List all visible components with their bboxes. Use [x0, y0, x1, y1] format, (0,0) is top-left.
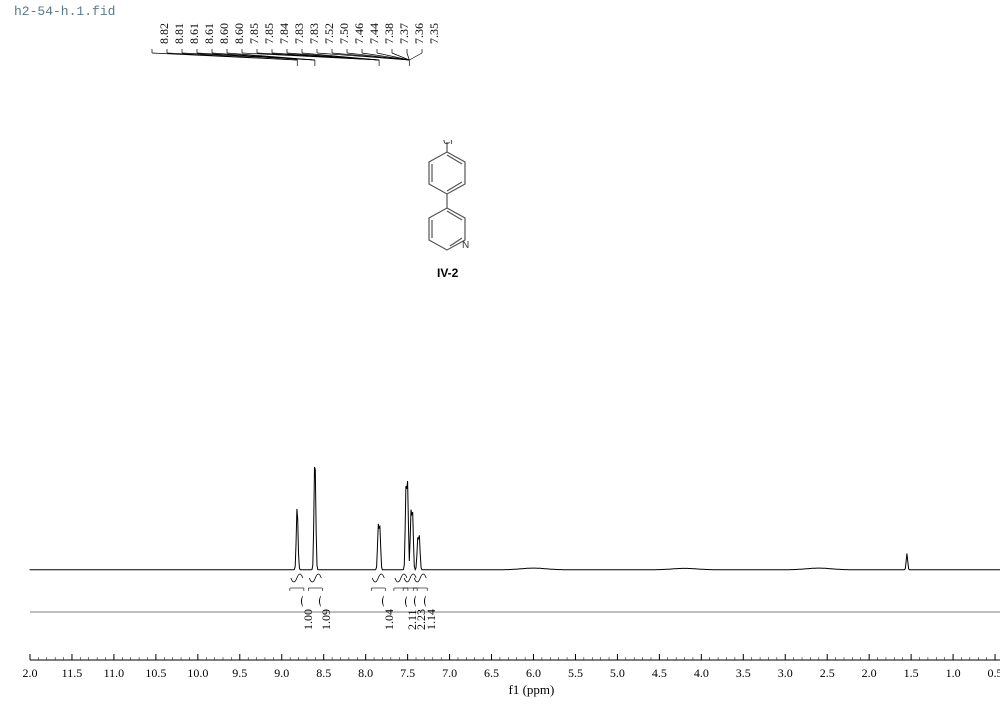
- x-tick: 11.5: [62, 666, 83, 681]
- structure-svg: Cl N: [407, 140, 487, 270]
- x-tick: 8.5: [316, 666, 331, 681]
- peak-label: 7.35: [427, 23, 442, 44]
- x-tick: 9.0: [274, 666, 289, 681]
- peak-label: 7.85: [247, 23, 262, 44]
- peak-label: 7.37: [397, 23, 412, 44]
- integral-label: 1.14 ⁀: [424, 596, 439, 630]
- x-tick: 5.5: [568, 666, 583, 681]
- x-tick: 8.0: [358, 666, 373, 681]
- x-tick: 11.0: [104, 666, 125, 681]
- structure-diagram: Cl N IV-2: [407, 140, 487, 290]
- x-tick: 1.5: [904, 666, 919, 681]
- x-tick: 5.0: [610, 666, 625, 681]
- x-tick: 7.0: [442, 666, 457, 681]
- integral-label: 1.04 ⁀: [382, 596, 397, 630]
- peak-label: 7.52: [322, 23, 337, 44]
- peak-label: 8.61: [187, 23, 202, 44]
- x-tick: 6.0: [526, 666, 541, 681]
- peak-label: 7.50: [337, 23, 352, 44]
- peak-label: 7.84: [277, 23, 292, 44]
- x-tick: 1.0: [946, 666, 961, 681]
- peak-label: 7.44: [367, 23, 382, 44]
- peak-label: 7.36: [412, 23, 427, 44]
- x-tick: 4.0: [694, 666, 709, 681]
- x-tick: 0.5: [988, 666, 1000, 681]
- nmr-plot: h2-54-h.1.fid Cl N I: [12, 0, 1000, 711]
- structure-label: IV-2: [437, 266, 458, 280]
- x-tick: 10.0: [187, 666, 208, 681]
- x-tick: 7.5: [400, 666, 415, 681]
- peak-label: 7.83: [307, 23, 322, 44]
- x-tick: 3.5: [736, 666, 751, 681]
- x-tick: 2.0: [862, 666, 877, 681]
- peak-label: 7.85: [262, 23, 277, 44]
- peak-label: 7.83: [292, 23, 307, 44]
- integral-label: 1.00 ⁀: [301, 596, 316, 630]
- x-tick: 2.0: [23, 666, 38, 681]
- integral-label: 1.09 ⁀: [319, 596, 334, 630]
- x-tick: 4.5: [652, 666, 667, 681]
- peak-label: 7.38: [382, 23, 397, 44]
- peak-label: 8.81: [172, 23, 187, 44]
- peak-label: 8.60: [232, 23, 247, 44]
- peak-label: 7.46: [352, 23, 367, 44]
- x-axis-label: f1 (ppm): [509, 682, 555, 698]
- peak-label: 8.61: [202, 23, 217, 44]
- peak-label: 8.60: [217, 23, 232, 44]
- x-tick: 6.5: [484, 666, 499, 681]
- atom-n: N: [462, 240, 469, 251]
- atom-cl: Cl: [443, 140, 452, 147]
- x-tick: 3.0: [778, 666, 793, 681]
- x-tick: 10.5: [145, 666, 166, 681]
- x-tick: 2.5: [820, 666, 835, 681]
- x-tick: 9.5: [232, 666, 247, 681]
- peak-label: 8.82: [157, 23, 172, 44]
- spectrum-svg: [12, 0, 1000, 711]
